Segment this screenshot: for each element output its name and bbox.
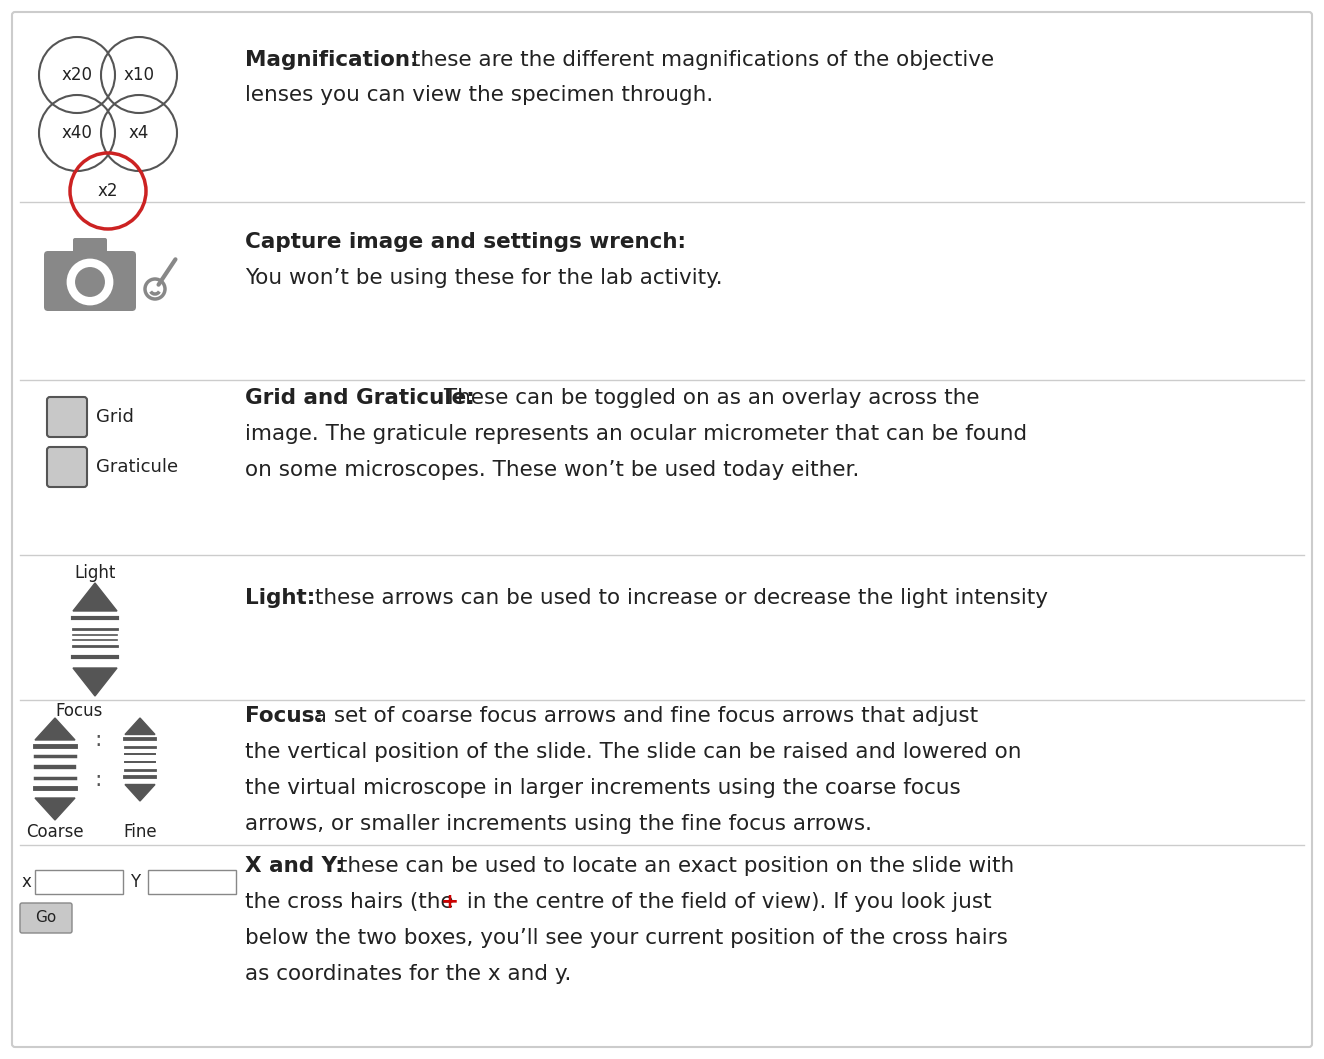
Polygon shape [34, 718, 75, 740]
Text: You won’t be using these for the lab activity.: You won’t be using these for the lab act… [245, 268, 723, 288]
Text: Graticule: Graticule [97, 457, 179, 475]
Text: Capture image and settings wrench:: Capture image and settings wrench: [245, 232, 686, 252]
Text: Light:: Light: [245, 588, 315, 608]
Text: Fine: Fine [123, 823, 156, 841]
Text: the virtual microscope in larger increments using the coarse focus: the virtual microscope in larger increme… [245, 778, 961, 798]
Text: Y: Y [130, 873, 140, 891]
Polygon shape [34, 798, 75, 820]
Text: Coarse: Coarse [26, 823, 83, 841]
Text: the vertical position of the slide. The slide can be raised and lowered on: the vertical position of the slide. The … [245, 742, 1022, 762]
Text: x: x [23, 873, 32, 891]
FancyBboxPatch shape [20, 903, 71, 933]
Text: X and Y:: X and Y: [245, 856, 344, 876]
Text: arrows, or smaller increments using the fine focus arrows.: arrows, or smaller increments using the … [245, 814, 873, 834]
FancyBboxPatch shape [73, 238, 107, 261]
Text: Light: Light [74, 564, 115, 582]
Text: below the two boxes, you’ll see your current position of the cross hairs: below the two boxes, you’ll see your cur… [245, 928, 1008, 948]
Text: x4: x4 [128, 124, 150, 142]
FancyBboxPatch shape [44, 251, 136, 311]
Text: Grid and Graticule:: Grid and Graticule: [245, 388, 475, 408]
Text: these can be used to locate an exact position on the slide with: these can be used to locate an exact pos… [332, 856, 1014, 876]
Text: Focus: Focus [56, 702, 102, 720]
FancyBboxPatch shape [46, 447, 87, 487]
Text: Magnification:: Magnification: [245, 50, 418, 70]
Text: these are the different magnifications of the objective: these are the different magnifications o… [405, 50, 994, 70]
Text: image. The graticule represents an ocular micrometer that can be found: image. The graticule represents an ocula… [245, 424, 1027, 444]
Polygon shape [73, 584, 117, 611]
Text: x20: x20 [61, 66, 93, 84]
Circle shape [74, 266, 106, 298]
Text: Grid: Grid [97, 408, 134, 426]
Text: :: : [94, 770, 102, 790]
Text: +: + [441, 892, 459, 912]
Text: lenses you can view the specimen through.: lenses you can view the specimen through… [245, 85, 714, 105]
Text: :: : [94, 730, 102, 750]
Text: x10: x10 [123, 66, 155, 84]
Polygon shape [124, 785, 155, 801]
Circle shape [68, 261, 113, 304]
FancyBboxPatch shape [148, 870, 236, 894]
Text: as coordinates for the x and y.: as coordinates for the x and y. [245, 964, 572, 984]
Text: on some microscopes. These won’t be used today either.: on some microscopes. These won’t be used… [245, 460, 859, 480]
Text: a set of coarse focus arrows and fine focus arrows that adjust: a set of coarse focus arrows and fine fo… [307, 706, 978, 726]
FancyBboxPatch shape [46, 397, 87, 437]
FancyBboxPatch shape [34, 870, 123, 894]
Polygon shape [124, 718, 155, 735]
Text: Go: Go [36, 911, 57, 926]
Text: x40: x40 [61, 124, 93, 142]
Text: Focus:: Focus: [245, 706, 323, 726]
Polygon shape [73, 668, 117, 696]
Text: x2: x2 [98, 182, 118, 200]
FancyBboxPatch shape [12, 12, 1312, 1047]
Text: these arrows can be used to increase or decrease the light intensity: these arrows can be used to increase or … [308, 588, 1049, 608]
Text: the cross hairs (the: the cross hairs (the [245, 892, 461, 912]
Text: in the centre of the field of view). If you look just: in the centre of the field of view). If … [459, 892, 992, 912]
Text: These can be toggled on as an overlay across the: These can be toggled on as an overlay ac… [437, 388, 980, 408]
